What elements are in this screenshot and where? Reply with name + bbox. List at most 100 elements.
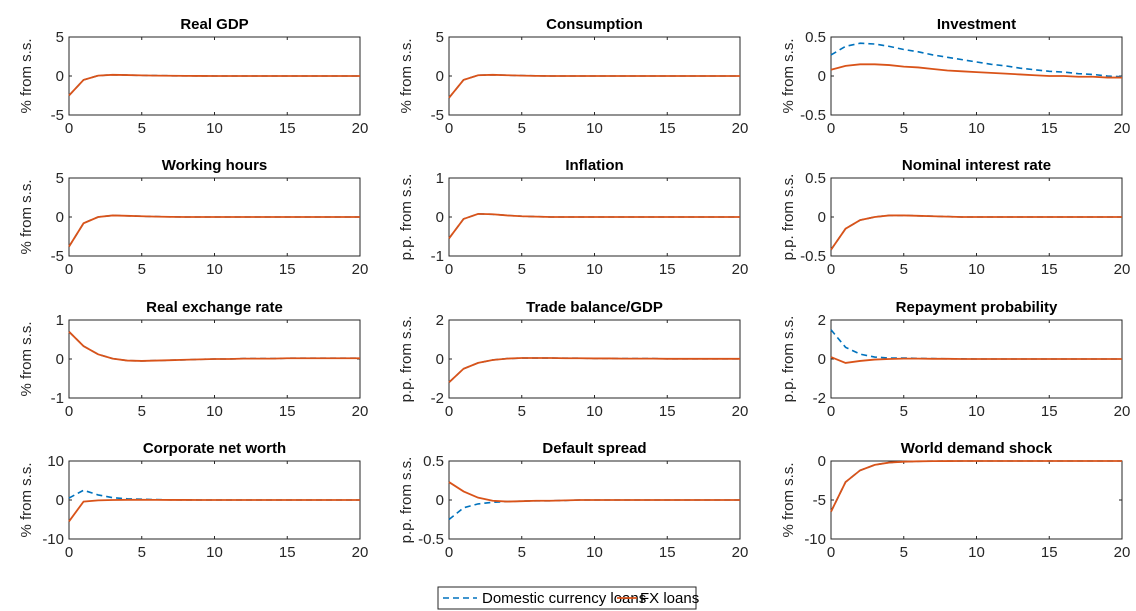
y-tick-label: -1	[431, 248, 444, 265]
legend-label-fx: FX loans	[640, 590, 699, 607]
x-tick-label: 5	[900, 120, 908, 137]
x-tick-label: 20	[732, 120, 749, 137]
x-tick-label: 0	[445, 261, 453, 278]
x-tick-label: 20	[352, 120, 369, 137]
x-tick-label: 0	[827, 403, 835, 420]
y-tick-label: -0.5	[800, 107, 826, 124]
x-tick-label: 5	[900, 544, 908, 561]
x-tick-label: 0	[827, 120, 835, 137]
axes-box	[830, 460, 1123, 540]
x-tick-label: 20	[732, 403, 749, 420]
x-tick-label: 0	[827, 544, 835, 561]
y-axis-label: % from s.s.	[18, 38, 35, 113]
subplot-title: Inflation	[565, 157, 623, 174]
y-tick-label: -10	[42, 531, 64, 548]
x-tick-label: 20	[1114, 261, 1131, 278]
subplot-title: Nominal interest rate	[902, 157, 1051, 174]
y-tick-label: 10	[47, 453, 64, 470]
subplot-title: World demand shock	[901, 440, 1053, 457]
y-tick-label: 5	[436, 29, 444, 46]
subplot-title: Investment	[937, 16, 1016, 33]
y-tick-label: -2	[813, 390, 826, 407]
y-tick-label: -0.5	[800, 248, 826, 265]
x-tick-label: 20	[732, 544, 749, 561]
x-tick-label: 20	[732, 261, 749, 278]
y-axis-label: p.p. from s.s.	[398, 457, 415, 544]
y-tick-label: 2	[436, 312, 444, 329]
x-tick-label: 5	[138, 403, 146, 420]
subplot-title: Default spread	[542, 440, 646, 457]
y-tick-label: -5	[813, 492, 826, 509]
x-tick-label: 10	[968, 120, 985, 137]
series-line-fx	[448, 481, 740, 503]
x-tick-label: 15	[1041, 261, 1058, 278]
x-tick-label: 10	[206, 403, 223, 420]
y-axis-label: % from s.s.	[398, 38, 415, 113]
x-tick-label: 15	[1041, 403, 1058, 420]
x-tick-label: 10	[968, 261, 985, 278]
y-tick-label: 0.5	[423, 453, 444, 470]
x-tick-label: 5	[900, 403, 908, 420]
x-tick-label: 15	[659, 544, 676, 561]
series-line-fx	[68, 331, 360, 362]
series-line-fx	[448, 73, 740, 99]
x-tick-label: 15	[659, 403, 676, 420]
subplot-title: Consumption	[546, 16, 643, 33]
x-tick-label: 0	[445, 544, 453, 561]
subplot-title: Repayment probability	[896, 299, 1058, 316]
x-tick-label: 20	[1114, 544, 1131, 561]
y-axis-label: p.p. from s.s.	[780, 174, 797, 261]
x-tick-label: 10	[206, 544, 223, 561]
x-tick-label: 20	[352, 261, 369, 278]
y-tick-label: -0.5	[418, 531, 444, 548]
series-line-fx	[448, 357, 740, 384]
series-line-fx	[68, 214, 360, 248]
x-tick-label: 15	[279, 120, 296, 137]
series-line-fx	[830, 63, 1122, 79]
x-tick-label: 20	[352, 544, 369, 561]
x-tick-label: 15	[279, 261, 296, 278]
y-tick-label: -5	[431, 107, 444, 124]
x-tick-label: 10	[206, 120, 223, 137]
y-tick-label: 0	[56, 492, 64, 509]
y-tick-label: 0	[436, 351, 444, 368]
x-tick-label: 10	[206, 261, 223, 278]
y-tick-label: 0	[56, 351, 64, 368]
x-tick-label: 10	[586, 261, 603, 278]
x-tick-label: 15	[279, 544, 296, 561]
y-tick-label: 5	[56, 29, 64, 46]
y-tick-label: 0	[436, 68, 444, 85]
subplot-title: Corporate net worth	[143, 440, 286, 457]
x-tick-label: 10	[586, 403, 603, 420]
x-tick-label: 10	[968, 403, 985, 420]
x-tick-label: 10	[586, 544, 603, 561]
x-tick-label: 15	[1041, 120, 1058, 137]
x-tick-label: 20	[352, 403, 369, 420]
y-tick-label: 0	[818, 209, 826, 226]
y-axis-label: % from s.s.	[780, 38, 797, 113]
y-tick-label: -2	[431, 390, 444, 407]
x-tick-label: 10	[586, 120, 603, 137]
y-tick-label: 0.5	[805, 29, 826, 46]
series-line-domestic	[830, 42, 1123, 78]
y-tick-label: 0	[56, 68, 64, 85]
y-axis-label: p.p. from s.s.	[398, 174, 415, 261]
x-tick-label: 0	[445, 120, 453, 137]
y-tick-label: 0	[56, 209, 64, 226]
y-tick-label: 0	[818, 68, 826, 85]
series-line-fx	[448, 212, 740, 239]
series-line-fx	[830, 356, 1122, 364]
x-tick-label: 0	[65, 403, 73, 420]
y-tick-label: 0	[818, 453, 826, 470]
